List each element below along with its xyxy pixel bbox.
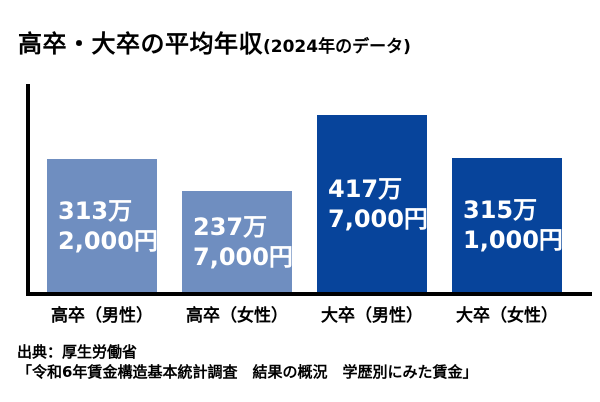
chart-bar-4: 315万 1,000円 (452, 158, 563, 292)
source-line-2: 「令和6年賃金構造基本統計調査 結果の概況 学歴別にみた賃金」 (17, 363, 478, 381)
source-note: 出典：厚生労働省 「令和6年賃金構造基本統計調査 結果の概況 学歴別にみた賃金」 (17, 342, 477, 382)
bar-value-label-3: 417万 7,000円 (328, 174, 428, 233)
category-label-4: 大卒（女性） (456, 306, 558, 326)
source-line-1: 出典：厚生労働省 (17, 343, 138, 361)
bar-value-label-1: 313万 2,000円 (58, 196, 158, 255)
bar-chart-plot-area: 313万 2,000円 237万 7,000円 417万 7,000円 315万 1,000円 (26, 84, 592, 296)
category-label-2: 高卒（女性） (186, 306, 288, 326)
category-label-3: 大卒（男性） (321, 306, 423, 326)
page-title: 高卒・大卒の平均年収(2024年のデータ) (18, 24, 411, 59)
chart-bar-1: 313万 2,000円 (47, 159, 158, 292)
bar-value-label-4: 315万 1,000円 (463, 196, 563, 254)
category-label-1: 高卒（男性） (51, 306, 153, 326)
title-sub: (2024年のデータ) (263, 37, 411, 57)
category-labels-row: 高卒（男性） 高卒（女性） 大卒（男性） 大卒（女性） (30, 301, 562, 326)
bar-value-label-2: 237万 7,000円 (193, 212, 293, 271)
chart-bar-2: 237万 7,000円 (182, 191, 293, 292)
chart-bar-3: 417万 7,000円 (317, 115, 428, 292)
title-main: 高卒・大卒の平均年収 (18, 30, 263, 58)
